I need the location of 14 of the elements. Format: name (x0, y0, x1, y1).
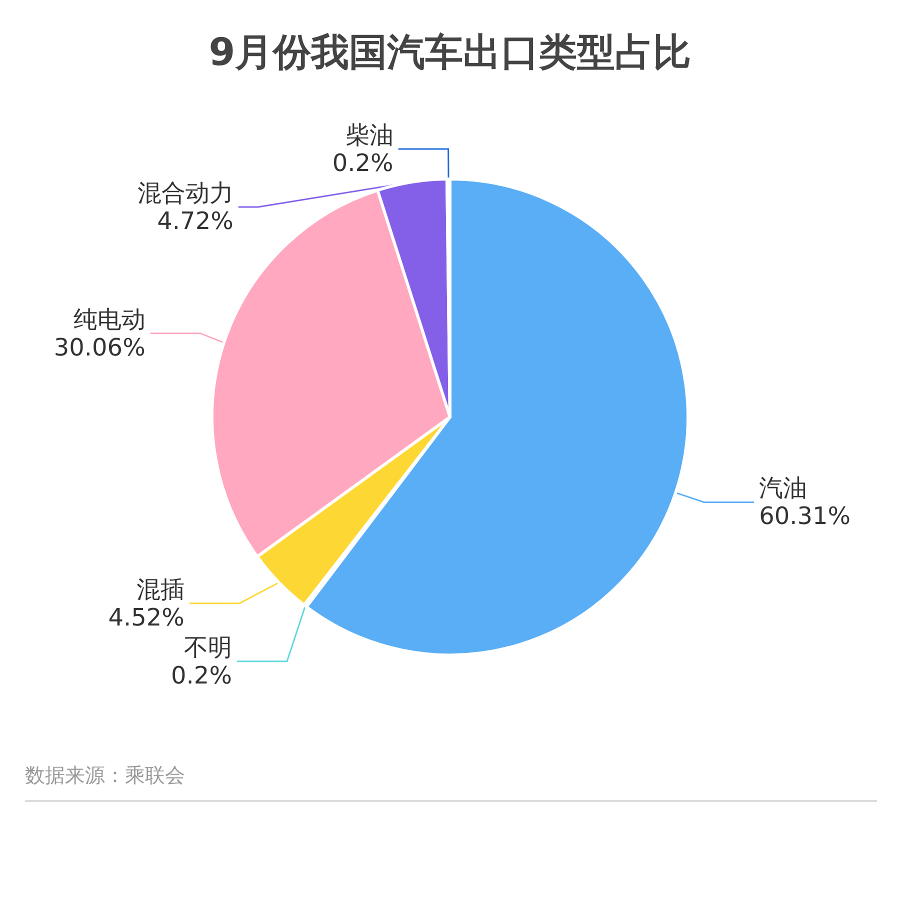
data-label: 4.72% (157, 207, 234, 236)
slice-label: 不明 (184, 633, 232, 662)
slice-label: 混合动力 (137, 179, 234, 208)
data-label: 4.52% (108, 603, 184, 632)
slice-label: 柴油 (345, 121, 394, 150)
slice-label: 纯电动 (73, 305, 146, 334)
source-note: 数据来源：乘联会 (25, 763, 185, 787)
data-label: 60.31% (759, 502, 851, 530)
chart-title: 9月份我国汽车出口类型占比 (208, 30, 692, 74)
data-label: 0.2% (171, 661, 232, 690)
slice-label: 混插 (136, 575, 184, 604)
data-label: 30.06% (54, 333, 146, 362)
slice-label: 汽油 (759, 474, 808, 502)
data-label: 0.2% (332, 149, 394, 178)
